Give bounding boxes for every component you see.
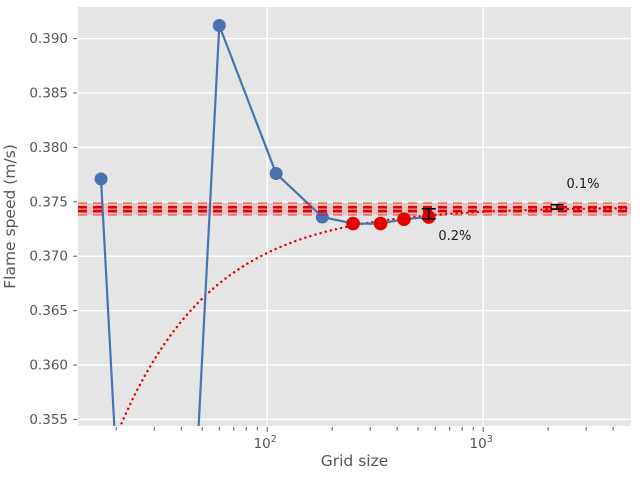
- annotation-label: 0.2%: [438, 229, 471, 244]
- x-tick-label: 102: [254, 434, 277, 452]
- plot-contents: [78, 19, 631, 426]
- data-point: [315, 210, 329, 224]
- x-axis-label: Grid size: [321, 452, 389, 470]
- data-point: [269, 167, 283, 181]
- y-tick-label: 0.355: [29, 412, 68, 428]
- refined-data-point: [397, 212, 411, 227]
- refined-data-point: [373, 216, 388, 231]
- data-point: [212, 19, 226, 33]
- uncertainty-band: [78, 202, 631, 215]
- annotation-label: 0.1%: [566, 177, 599, 192]
- y-tick-label: 0.365: [29, 303, 68, 319]
- y-tick-label: 0.375: [29, 194, 68, 210]
- data-point: [94, 172, 108, 186]
- y-tick-label: 0.380: [29, 140, 68, 156]
- extrapolation-fit-curve: [119, 207, 631, 426]
- y-tick-label: 0.360: [29, 358, 68, 374]
- error-bar: [550, 203, 564, 210]
- y-tick-label: 0.390: [29, 31, 68, 47]
- y-tick-label: 0.370: [29, 249, 68, 265]
- refined-data-point: [346, 216, 360, 231]
- tick-marks: [73, 38, 614, 432]
- gridlines: [78, 7, 631, 426]
- y-axis-label: Flame speed (m/s): [1, 144, 19, 289]
- y-tick-label: 0.385: [29, 85, 68, 101]
- x-tick-label: 103: [470, 434, 493, 452]
- plot-area: [78, 7, 631, 426]
- error-bar: [421, 207, 436, 220]
